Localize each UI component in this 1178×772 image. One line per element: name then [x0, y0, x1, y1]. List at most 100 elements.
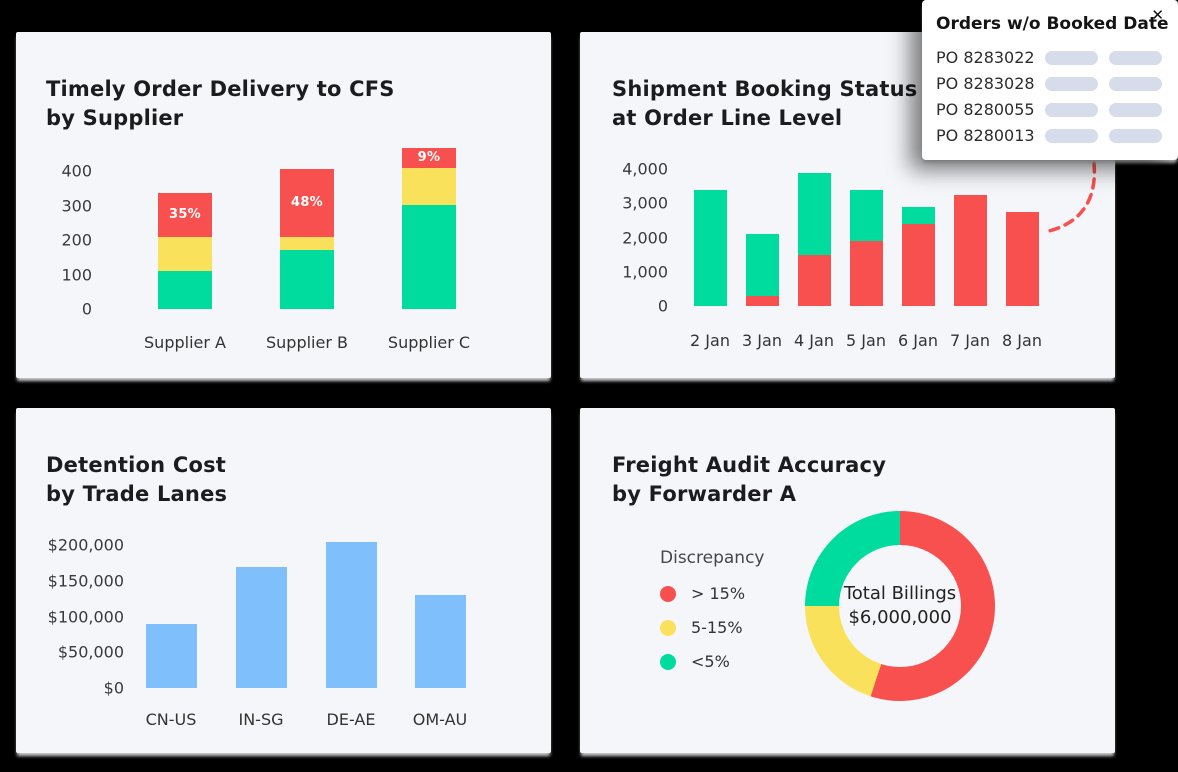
y-axis-tick-label: 3,000 [622, 193, 668, 213]
legend-item-lt5: <5% [660, 652, 764, 671]
card-freight-audit-accuracy: Freight Audit Accuracy by Forwarder A Di… [580, 408, 1115, 753]
x-axis-label: 3 Jan [742, 331, 782, 350]
donut-chart: Total Billings $6,000,000 [805, 511, 995, 701]
y-axis-tick-label: 100 [61, 265, 92, 284]
bar-segment-detention-cost [414, 595, 466, 688]
bar-data-label: 35% [168, 207, 202, 223]
bar-segment-delayed: 35% [158, 193, 212, 237]
bar-om-au [414, 595, 466, 688]
bar-cn-us [145, 623, 197, 688]
y-axis-tick-label: $100,000 [47, 607, 124, 627]
bar-de-ae [325, 541, 377, 688]
bar-segment-delayed: 48% [280, 169, 334, 237]
bar-segment-on-time [402, 205, 456, 309]
legend-label: > 15% [691, 584, 746, 603]
x-axis-label: OM-AU [412, 710, 468, 729]
bar-segment-detention-cost [235, 566, 287, 688]
bar-segment-slightly-delayed [158, 236, 212, 272]
bar-segment-on-time [158, 271, 212, 309]
x-axis-label: 8 Jan [1002, 331, 1042, 350]
skeleton-pill [1045, 51, 1098, 65]
skeleton-pill [1045, 77, 1098, 91]
po-number: PO 8280013 [936, 126, 1035, 145]
y-axis-tick-label: 400 [61, 161, 92, 181]
x-axis-label: DE-AE [326, 710, 376, 729]
chart-title: Freight Audit Accuracy by Forwarder A [612, 451, 886, 509]
bar-7-jan [953, 194, 987, 306]
bar-segment-not-booked [1005, 211, 1039, 306]
bar-in-sg [235, 566, 287, 688]
popup-title: Orders w/o Booked Date [936, 14, 1169, 34]
close-icon[interactable]: ✕ [1147, 4, 1168, 27]
bar-5-jan [849, 189, 883, 306]
legend-dot-yellow-icon [660, 619, 676, 636]
card-detention-cost: Detention Cost by Trade Lanes $0 $50,000 $… [16, 408, 551, 753]
donut-legend: Discrepancy > 15% 5-15% <5% [660, 548, 764, 686]
x-axis-label: Supplier A [144, 333, 226, 352]
legend-title: Discrepancy [660, 548, 765, 568]
legend-item-5-15: 5-15% [660, 618, 764, 637]
skeleton-pill [1109, 103, 1162, 117]
y-axis-tick-label: 1,000 [622, 262, 668, 282]
skeleton-pill [1109, 129, 1162, 143]
y-axis-tick-label: $150,000 [47, 571, 124, 591]
bar-6-jan [901, 206, 935, 306]
x-axis-label: CN-US [145, 710, 197, 729]
bar-segment-slightly-delayed [402, 167, 456, 206]
chart-title: Shipment Booking Status at Order Line Le… [612, 75, 917, 133]
orders-popup: Orders w/o Booked Date ✕ PO 8283022 PO 82… [922, 0, 1178, 160]
x-axis-label: 7 Jan [950, 331, 990, 350]
bar-segment-not-booked [849, 241, 883, 306]
x-axis-label: Supplier C [387, 333, 471, 352]
bar-data-label: 9% [417, 150, 441, 166]
bar-segment-delayed: 9% [402, 147, 456, 168]
legend-label: <5% [691, 652, 730, 671]
po-row: PO 8283028 [922, 72, 1178, 96]
bar-segment-on-time [280, 250, 334, 309]
donut-center-value: $6,000,000 [848, 607, 952, 628]
chart-title-line1: Shipment Booking Status [612, 77, 918, 102]
po-number: PO 8283028 [936, 74, 1035, 93]
bar-segment-detention-cost [325, 541, 377, 688]
y-axis-tick-label: $0 [103, 678, 124, 698]
donut-center: Total Billings $6,000,000 [839, 545, 961, 667]
chart-title-line2: by Trade Lanes [46, 482, 228, 507]
skeleton-pill [1109, 77, 1162, 91]
skeleton-pill [1045, 129, 1098, 143]
bar-supplier-c: 9% [402, 147, 456, 309]
bar-segment-booked [901, 206, 935, 224]
bar-segment-not-booked [901, 223, 935, 306]
x-axis-label: 4 Jan [794, 331, 834, 350]
bar-segment-booked [849, 189, 883, 242]
bar-8-jan [1005, 211, 1039, 306]
x-axis-label: 2 Jan [690, 331, 730, 350]
bar-3-jan [745, 234, 779, 306]
chart-title-line1: Timely Order Delivery to CFS [46, 77, 395, 102]
po-number: PO 8280055 [936, 100, 1035, 119]
y-axis-tick-label: 0 [81, 299, 92, 319]
chart-title-line2: by Forwarder A [612, 482, 797, 507]
chart-title-line1: Freight Audit Accuracy [612, 453, 887, 478]
bar-supplier-a: 35% [158, 193, 212, 309]
bar-segment-detention-cost [145, 623, 197, 688]
bar-segment-not-booked [745, 295, 779, 306]
bar-4-jan [797, 172, 831, 306]
x-axis-label: 5 Jan [846, 331, 886, 350]
chart-title-line1: Detention Cost [46, 453, 227, 478]
bar-segment-not-booked [797, 254, 831, 306]
donut-center-label: Total Billings [843, 583, 957, 604]
chart-title: Detention Cost by Trade Lanes [46, 451, 227, 509]
x-axis-label: IN-SG [238, 710, 284, 729]
y-axis-tick-label: 4,000 [622, 159, 668, 179]
chart-title: Timely Order Delivery to CFS by Supplier [46, 75, 395, 133]
po-row: PO 8280013 [922, 124, 1178, 148]
legend-item-gt15: > 15% [660, 584, 764, 603]
y-axis-tick-label: 2,000 [622, 228, 668, 248]
bar-segment-booked [693, 189, 727, 306]
y-axis-tick-label: 0 [657, 296, 668, 316]
legend-dot-red-icon [660, 585, 676, 602]
chart-title-line2: by Supplier [46, 106, 184, 131]
y-axis-tick-label: 200 [61, 230, 92, 250]
bar-data-label: 48% [290, 195, 324, 211]
